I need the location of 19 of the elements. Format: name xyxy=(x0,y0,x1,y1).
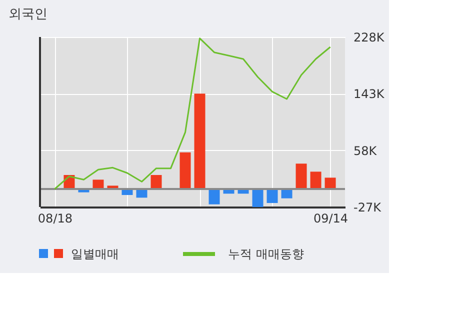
bar xyxy=(324,178,336,189)
line-series xyxy=(54,38,332,190)
bar xyxy=(266,189,278,203)
bar xyxy=(252,189,264,207)
chart-title: 외국인 xyxy=(8,7,48,22)
bar xyxy=(150,175,162,189)
x-tick-label: 09/14 xyxy=(313,212,348,226)
y-tick-label: 228K xyxy=(354,30,386,44)
y-tick-label: 143K xyxy=(354,87,386,102)
bar xyxy=(180,152,191,189)
bar xyxy=(194,94,206,189)
y-tick-label: -27K xyxy=(354,200,382,214)
y-tick-label: 58K xyxy=(354,144,378,158)
x-tick-label: 08/18 xyxy=(38,212,73,226)
bar xyxy=(208,189,220,204)
legend-label: 일별매매 xyxy=(71,247,119,261)
bar xyxy=(310,172,322,189)
bar xyxy=(296,164,307,189)
legend-label: 누적 매매동향 xyxy=(228,247,304,261)
